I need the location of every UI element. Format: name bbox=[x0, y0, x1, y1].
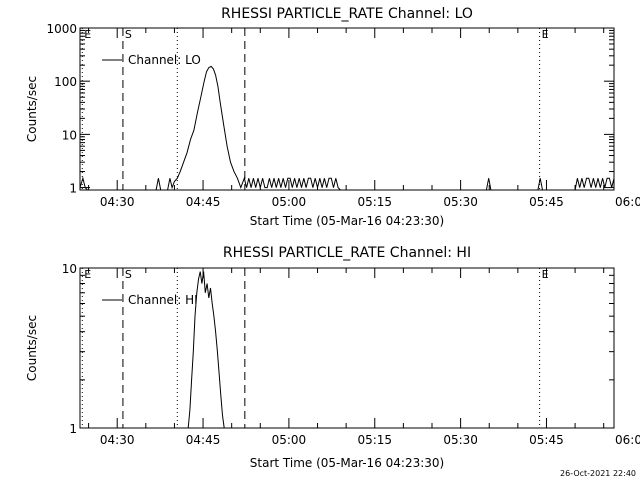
lo-x-tick-label: 05:30 bbox=[443, 195, 478, 209]
lo-x-tick-label: 05:00 bbox=[272, 195, 307, 209]
hi-y-tick-label: 10 bbox=[62, 262, 77, 276]
lo-y-tick-label: 10 bbox=[62, 128, 77, 142]
lo-chart-xlabel: Start Time (05-Mar-16 04:23:30) bbox=[250, 214, 444, 228]
lo-x-tick-label: 05:45 bbox=[529, 195, 564, 209]
hi-x-tick-label: 05:15 bbox=[357, 433, 392, 447]
hi-plot-frame bbox=[79, 267, 615, 429]
hi-x-tick-label: 04:45 bbox=[186, 433, 221, 447]
lo-event-marker-label: E bbox=[84, 28, 91, 41]
lo-chart-title: RHESSI PARTICLE_RATE Channel: LO bbox=[221, 6, 473, 22]
lo-y-tick-label: 1 bbox=[69, 182, 77, 196]
hi-x-tick-label: 05:30 bbox=[443, 433, 478, 447]
plot-timestamp: 26-Oct-2021 22:40 bbox=[560, 469, 636, 478]
hi-x-tick-label: 06:00 bbox=[615, 433, 640, 447]
lo-y-tick-label: 1000 bbox=[46, 22, 77, 36]
hi-x-tick-label: 05:00 bbox=[272, 433, 307, 447]
lo-event-marker-label: S bbox=[125, 28, 132, 41]
lo-series-line bbox=[79, 65, 615, 191]
hi-event-marker-label: E bbox=[542, 268, 549, 281]
lo-channel-panel: RHESSI PARTICLE_RATE Channel: LO Counts/… bbox=[25, 6, 640, 228]
lo-event-marker-label: E bbox=[542, 28, 549, 41]
hi-event-marker-label: E bbox=[84, 268, 91, 281]
lo-x-tick-label: 06:00 bbox=[615, 195, 640, 209]
hi-x-tick-label: 05:45 bbox=[529, 433, 564, 447]
hi-chart-ylabel: Counts/sec bbox=[25, 315, 39, 381]
hi-event-marker-label: S bbox=[125, 268, 132, 281]
hi-chart-xlabel: Start Time (05-Mar-16 04:23:30) bbox=[250, 456, 444, 470]
lo-x-tick-label: 04:30 bbox=[100, 195, 135, 209]
hi-legend-label: Channel: HI bbox=[128, 293, 198, 307]
hi-channel-panel: RHESSI PARTICLE_RATE Channel: HI Counts/… bbox=[25, 245, 640, 470]
lo-legend-label: Channel: LO bbox=[128, 53, 201, 67]
hi-chart-title: RHESSI PARTICLE_RATE Channel: HI bbox=[223, 245, 471, 261]
lo-y-tick-label: 100 bbox=[54, 75, 77, 89]
hi-series-line bbox=[187, 271, 225, 429]
hi-x-tick-label: 04:30 bbox=[100, 433, 135, 447]
lo-chart-ylabel: Counts/sec bbox=[25, 76, 39, 142]
lo-x-tick-label: 05:15 bbox=[357, 195, 392, 209]
hi-y-tick-label: 1 bbox=[69, 422, 77, 436]
lo-x-tick-label: 04:45 bbox=[186, 195, 221, 209]
